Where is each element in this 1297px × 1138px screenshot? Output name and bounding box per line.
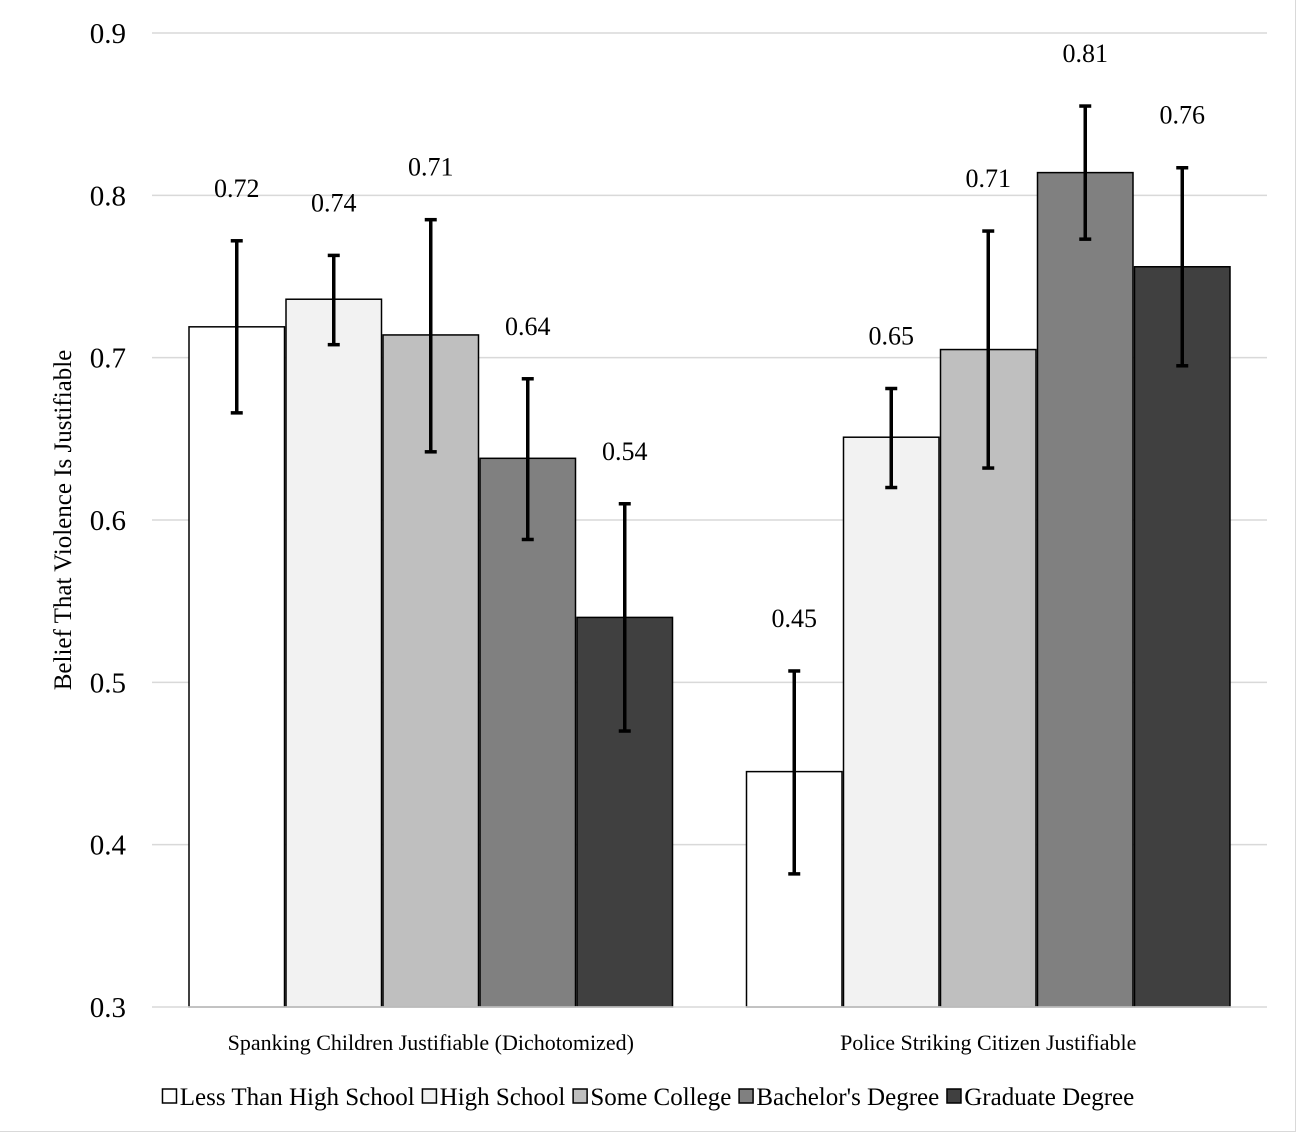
data-label: 0.71 [408,153,454,182]
legend-label: Graduate Degree [964,1084,1134,1111]
legend-swatch [572,1088,588,1104]
y-axis-title: Belief That Violence Is Justifiable [50,350,77,691]
data-label: 0.76 [1160,101,1206,130]
error-bar [1176,165,1189,368]
bar [842,436,940,1008]
bar [188,326,286,1008]
y-tick-label: 0.8 [90,180,126,212]
data-label: 0.64 [505,312,551,341]
error-bars [230,104,1189,876]
y-tick-label: 0.5 [90,667,126,699]
y-tick-label: 0.3 [90,992,126,1024]
y-tick-label: 0.9 [90,18,126,50]
legend-item: High School [421,1084,566,1111]
legend-swatch [161,1088,178,1104]
y-tick-label: 0.7 [90,343,126,375]
legend-item: Less Than High School [161,1084,415,1111]
error-bar [982,229,995,470]
error-bar [788,669,801,876]
legend-item: Some College [572,1084,731,1111]
data-label: 0.54 [602,437,648,466]
legend-item: Bachelor's Degree [738,1084,939,1111]
legend-label: Some College [590,1084,731,1111]
legend-swatch [946,1088,962,1104]
data-label: 0.45 [772,604,818,633]
data-label: 0.81 [1063,39,1109,68]
error-bar [230,239,243,415]
legend-item: Graduate Degree [946,1084,1134,1111]
legend-label: Bachelor's Degree [756,1084,939,1111]
data-labels: 0.72 0.74 0.71 0.64 0.54 0.45 0.65 0.71 0.81 0.76 [214,39,1205,633]
error-bar [885,386,898,490]
error-bar [521,377,534,542]
x-tick-label: Police Striking Citizen Justifiable [840,1030,1136,1055]
error-bar [327,253,340,347]
bar [1133,266,1231,1008]
bar [1036,171,1134,1008]
legend-label: High School [440,1084,566,1111]
data-label: 0.65 [869,322,915,351]
x-axis-categories: Spanking Children Justifiable (Dichotomi… [228,1030,1137,1055]
y-tick-label: 0.6 [90,505,126,537]
legend-swatch [738,1088,754,1104]
data-label: 0.74 [311,188,357,217]
legend: Less Than High School High School Some Col… [161,1084,1134,1111]
bar [285,298,383,1008]
y-tick-label: 0.4 [90,830,127,862]
data-label: 0.71 [966,164,1012,193]
error-bar [1079,104,1092,241]
y-axis-ticks: 0.3 0.4 0.5 0.6 0.7 0.8 0.9 [90,18,127,1024]
data-label: 0.72 [214,174,260,203]
legend-swatch [421,1088,438,1104]
error-bar [618,502,631,733]
bars [188,171,1231,1008]
legend-label: Less Than High School [180,1084,415,1111]
error-bar [424,217,437,454]
x-tick-label: Spanking Children Justifiable (Dichotomi… [228,1030,634,1055]
bar [479,457,577,1008]
